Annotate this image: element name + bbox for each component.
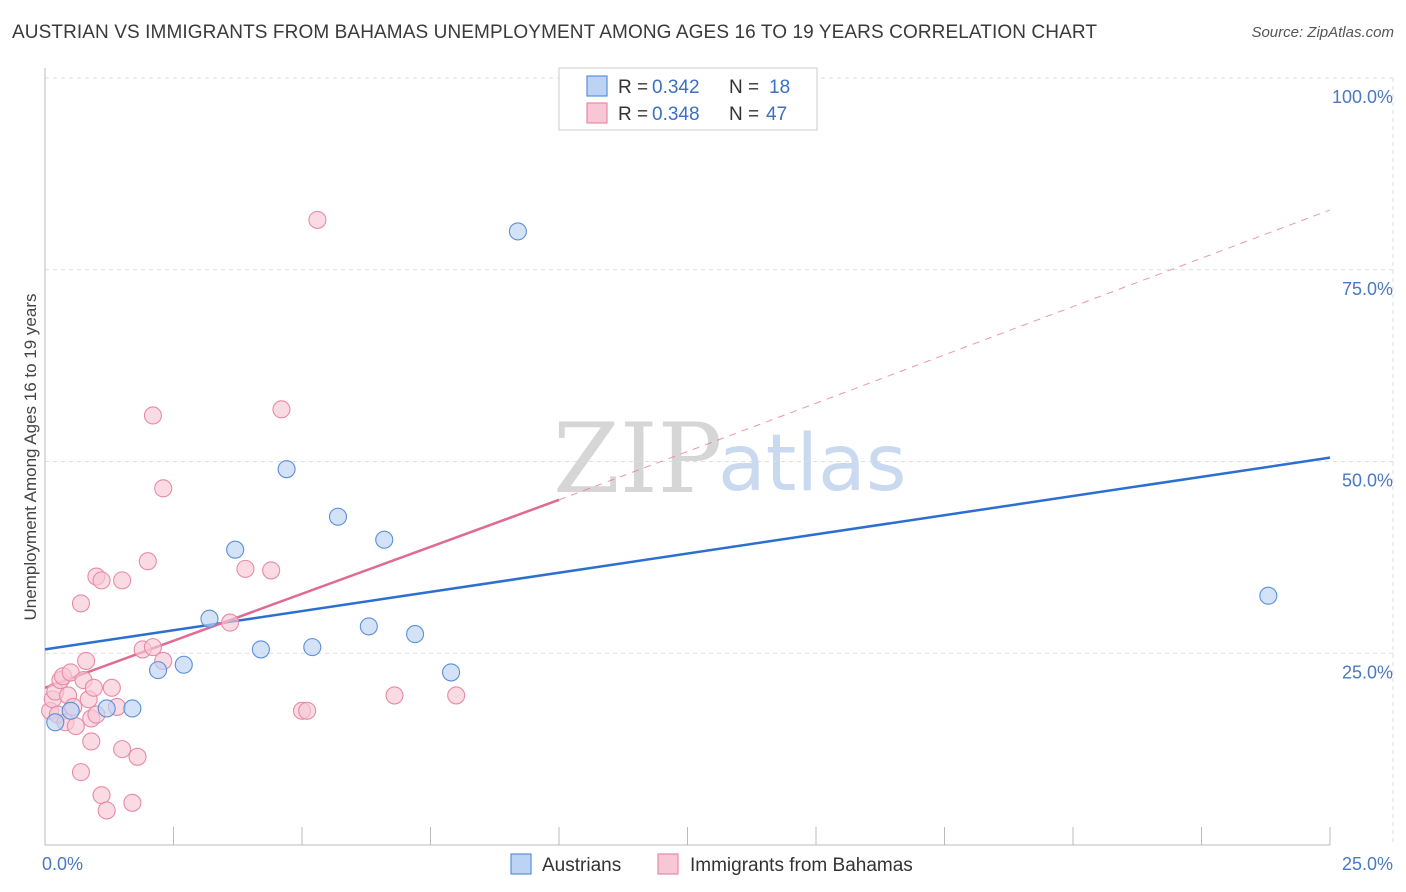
point-bahamas-31 xyxy=(138,552,157,571)
chart-title: AUSTRIAN VS IMMIGRANTS FROM BAHAMAS UNEM… xyxy=(12,22,1098,43)
point-bahamas-37 xyxy=(236,559,255,578)
point-austrians-10 xyxy=(303,638,322,657)
stats-legend: R = 0.342 N = 18 R = 0.348 N = 47 xyxy=(558,67,818,131)
point-bahamas-43 xyxy=(385,686,404,705)
point-austrians-7 xyxy=(226,540,245,559)
point-austrians-5 xyxy=(174,655,193,674)
grid-lines xyxy=(45,77,1394,845)
bottom-legend-bahamas: Immigrants from Bahamas xyxy=(690,855,913,876)
point-bahamas-14 xyxy=(77,651,96,670)
trendline-austrians xyxy=(44,456,1331,651)
point-austrians-16 xyxy=(508,222,527,241)
point-bahamas-19 xyxy=(84,678,103,697)
point-austrians-6 xyxy=(200,609,219,628)
point-austrians-0 xyxy=(46,713,65,732)
point-bahamas-39 xyxy=(272,400,291,419)
legend-n-value-2: 47 xyxy=(766,104,787,125)
point-bahamas-35 xyxy=(154,479,173,498)
legend-swatch-bahamas xyxy=(586,102,608,124)
point-bahamas-10 xyxy=(66,717,85,736)
point-bahamas-38 xyxy=(262,561,281,580)
point-bahamas-36 xyxy=(220,613,240,632)
bottom-legend-swatch-austrians xyxy=(510,853,532,875)
y-tick-label-1: 50.0% xyxy=(1342,471,1393,491)
watermark-atlas: atlas xyxy=(718,419,907,509)
point-bahamas-27 xyxy=(113,571,132,590)
point-austrians-14 xyxy=(406,625,425,644)
point-austrians-4 xyxy=(149,661,168,680)
series-legend: Austrians Immigrants from Bahamas xyxy=(510,853,913,876)
point-austrians-8 xyxy=(251,640,270,659)
watermark-zip: ZIP xyxy=(553,403,722,515)
trend-lines xyxy=(44,209,1331,689)
trendline-bahamas-extension xyxy=(558,209,1331,501)
point-austrians-2 xyxy=(97,699,116,718)
point-bahamas-29 xyxy=(128,747,147,766)
point-bahamas-42 xyxy=(308,210,327,229)
point-bahamas-26 xyxy=(113,740,132,759)
x-tick-label-0: 0.0% xyxy=(42,854,83,874)
legend-swatch-austrians xyxy=(586,75,608,97)
chart-source: Source: ZipAtlas.com xyxy=(1251,24,1394,41)
trendline-bahamas xyxy=(44,498,560,689)
y-tick-label-0: 25.0% xyxy=(1342,662,1393,682)
point-austrians-3 xyxy=(123,699,142,718)
legend-n-label-1: N = xyxy=(729,77,759,98)
y-tick-label-2: 75.0% xyxy=(1342,279,1393,299)
data-points xyxy=(41,210,1278,820)
point-bahamas-20 xyxy=(92,786,111,805)
y-axis-label: Unemployment Among Ages 16 to 19 years xyxy=(21,294,40,621)
legend-n-label-2: N = xyxy=(729,104,759,125)
x-tick-label-1: 25.0% xyxy=(1342,854,1393,874)
point-bahamas-33 xyxy=(143,406,162,425)
point-austrians-17 xyxy=(1259,586,1278,605)
bottom-legend-swatch-bahamas xyxy=(657,853,679,875)
point-bahamas-12 xyxy=(71,763,91,782)
bottom-legend-austrians: Austrians xyxy=(542,855,621,876)
legend-r-value-2: 0.348 xyxy=(652,104,700,125)
point-bahamas-11 xyxy=(71,594,91,613)
x-tick-labels: 0.0% 25.0% xyxy=(42,854,1393,874)
legend-n-value-1: 18 xyxy=(769,77,790,98)
point-bahamas-24 xyxy=(102,678,121,697)
point-austrians-12 xyxy=(359,617,378,636)
point-bahamas-16 xyxy=(82,732,101,751)
point-austrians-15 xyxy=(442,663,461,682)
legend-r-label-1: R = xyxy=(618,77,648,98)
point-bahamas-23 xyxy=(92,571,111,590)
point-austrians-9 xyxy=(277,460,296,479)
point-bahamas-32 xyxy=(143,638,162,657)
legend-r-label-2: R = xyxy=(618,104,648,125)
legend-r-value-1: 0.342 xyxy=(652,77,700,98)
point-bahamas-44 xyxy=(447,686,466,705)
point-bahamas-22 xyxy=(97,801,116,820)
point-bahamas-28 xyxy=(123,793,142,812)
y-tick-label-3: 100.0% xyxy=(1332,87,1393,107)
y-tick-labels: 25.0% 50.0% 75.0% 100.0% xyxy=(1332,87,1393,682)
point-austrians-13 xyxy=(375,530,394,549)
point-austrians-1 xyxy=(61,701,80,720)
point-austrians-11 xyxy=(328,507,348,526)
point-bahamas-41 xyxy=(298,701,317,720)
